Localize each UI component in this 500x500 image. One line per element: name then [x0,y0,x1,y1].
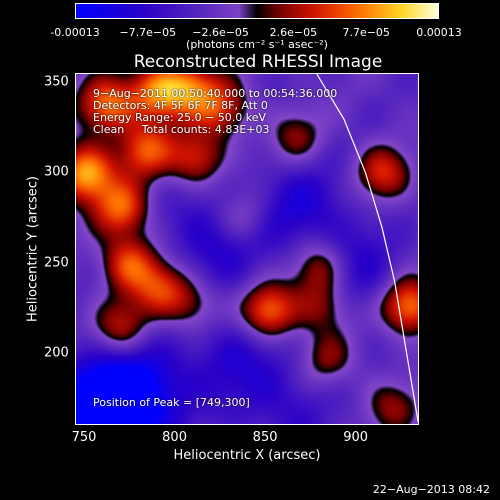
colorbar [75,3,439,19]
solar-limb-curve [316,74,418,423]
y-tick-label: 350 [44,74,69,90]
annotation-time: 9−Aug−2011 00:50:40.000 to 00:54:36.000 [93,87,338,100]
y-tick-label: 300 [44,164,69,180]
x-tick-label: 800 [162,430,187,445]
plot-area: 9−Aug−2011 00:50:40.000 to 00:54:36.000 … [75,73,419,425]
footer-timestamp: 22−Aug−2013 08:42 [372,483,490,496]
annotation-peak-position: Position of Peak = [749,300] [93,396,250,409]
x-axis-label: Heliocentric X (arcsec) [173,448,321,463]
y-axis-label: Heliocentric Y (arcsec) [25,176,41,322]
annotation-energy: Energy Range: 25.0 − 50.0 keV [93,111,267,124]
x-tick-label: 850 [252,430,278,445]
x-tick-label: 900 [343,430,369,445]
colorbar-tick: -0.00013 [50,26,100,39]
colorbar-tick: 2.6e−05 [269,26,318,39]
limb-overlay [316,74,418,423]
y-tick-label: 200 [44,345,69,361]
chart-title: Reconstructed RHESSI Image [133,52,383,72]
colorbar-tick: −2.6e−05 [192,26,249,39]
colorbar-tick: 0.00013 [416,26,462,39]
colorbar-tick: −7.7e−05 [119,26,177,39]
y-tick-label: 250 [44,255,69,271]
rhessi-heatmap [76,74,418,424]
colorbar-tick: 7.7e−05 [342,26,390,39]
annotation-clean: Clean Total counts: 4.83E+03 [93,123,270,136]
annotation-detectors: Detectors: 4F 5F 6F 7F 8F, Att 0 [93,99,268,112]
x-tick-label: 750 [71,430,97,445]
colorbar-unit-label: (photons cm⁻² s⁻¹ asec⁻²) [186,38,328,51]
